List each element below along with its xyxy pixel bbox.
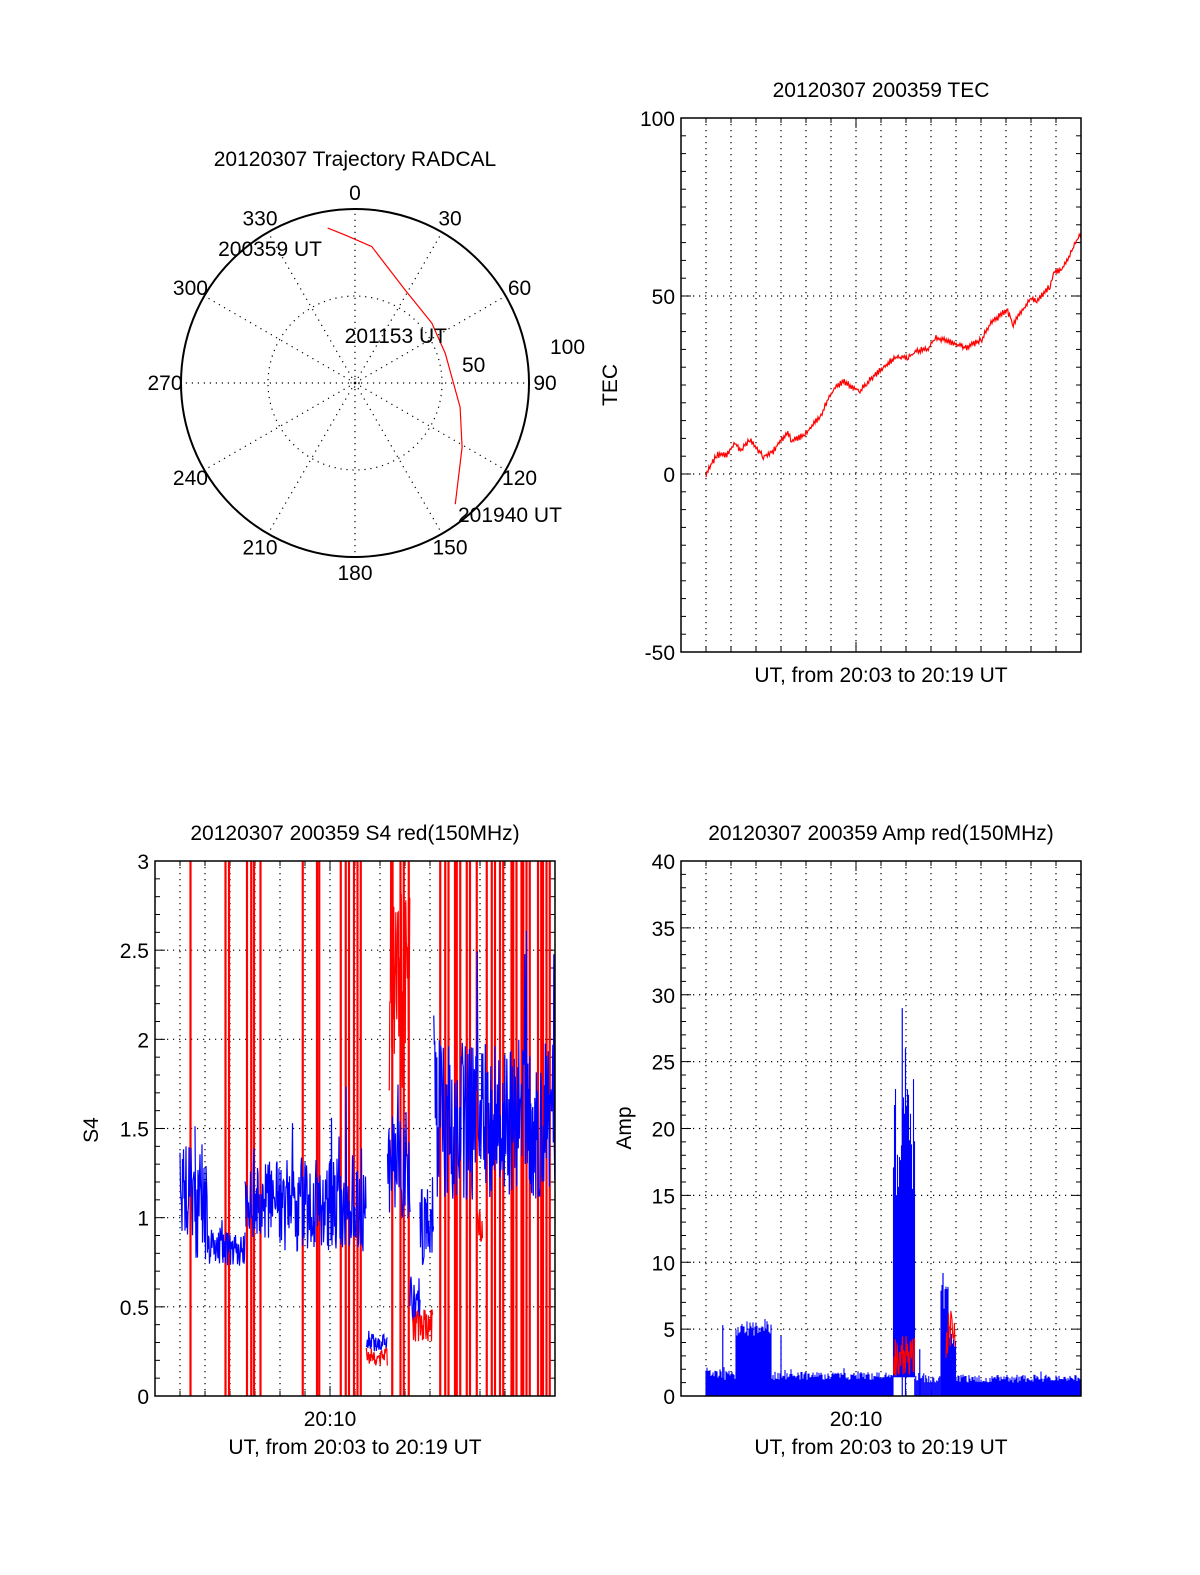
polar-angle-label: 180	[337, 562, 372, 585]
y-tick-label: 20	[652, 1119, 675, 1142]
x-tick-label: 20:10	[304, 1408, 357, 1431]
polar-ring-50	[267, 295, 443, 471]
plot-title: 20120307 200359 TEC	[773, 79, 990, 102]
x-tick-label: 20:10	[830, 1408, 883, 1431]
y-tick-label: 15	[652, 1185, 675, 1208]
polar-angle-label: 60	[508, 277, 531, 300]
y-axis-label: S4	[80, 1117, 103, 1143]
plot-frame	[154, 860, 556, 1397]
y-axis-label: TEC	[599, 364, 622, 406]
trajectory-line	[327, 227, 463, 505]
y-tick-label: 0	[137, 1386, 149, 1409]
s4-blue-series	[409, 1276, 421, 1320]
time-label-end: 201940 UT	[458, 504, 562, 527]
s4-blue-series	[179, 1146, 196, 1236]
s4-red-series	[388, 861, 411, 1091]
polar-spoke	[267, 382, 356, 534]
y-tick-label: 5	[663, 1319, 675, 1342]
plot-frame	[680, 117, 1082, 653]
y-tick-label: 0.5	[120, 1297, 149, 1320]
polar-radial-label: 100	[550, 336, 585, 359]
plot-frame	[680, 860, 1082, 1397]
polar-center-ring	[350, 378, 360, 388]
s4-blue-series	[279, 1086, 367, 1252]
amp-data	[705, 1008, 1082, 1396]
time-label-start: 200359 UT	[218, 238, 322, 261]
x-axis-label: UT, from 20:03 to 20:19 UT	[754, 1436, 1007, 1459]
polar-angle-label: 300	[173, 277, 208, 300]
polar-radial-label: 50	[462, 354, 485, 377]
y-tick-label: 50	[652, 286, 675, 309]
amp-red-series	[892, 1336, 916, 1376]
y-tick-label: 1	[137, 1208, 149, 1231]
polar-spoke	[354, 382, 506, 471]
s4-blue-series	[386, 1084, 411, 1218]
s4-blue-series	[433, 930, 555, 1200]
polar-angle-label: 120	[502, 467, 537, 490]
s4-blue-series	[365, 1330, 388, 1352]
polar-outer-circle	[180, 208, 530, 558]
plot-title: 20120307 200359 S4 red(150MHz)	[190, 822, 519, 845]
polar-angle-label: 90	[533, 372, 556, 395]
s4-plot: 0 0.5 1 1.5 2 2.5 3 20120307 200359 S4 red(150M…	[80, 822, 556, 1459]
s4-red-series	[411, 1308, 434, 1342]
polar-spoke	[354, 295, 506, 384]
plot-title: 20120307 200359 Amp red(150MHz)	[708, 822, 1054, 845]
polar-spoke	[267, 232, 356, 384]
y-tick-label: 1.5	[120, 1119, 149, 1142]
polar-spoke	[354, 382, 443, 534]
polar-angle-label: 240	[173, 467, 208, 490]
polar-angle-label: 210	[242, 537, 277, 560]
polar-spoke	[204, 382, 356, 471]
s4-blue-series	[244, 1148, 281, 1238]
x-axis-label: UT, from 20:03 to 20:19 UT	[228, 1436, 481, 1459]
polar-angle-label: 0	[349, 182, 361, 205]
s4-blue-series	[207, 1220, 246, 1266]
y-tick-label: -50	[645, 642, 675, 665]
polar-spoke	[354, 232, 443, 384]
s4-red-series	[365, 1346, 388, 1366]
y-tick-label: 0	[663, 464, 675, 487]
s4-data	[179, 861, 555, 1396]
tec-line	[705, 232, 1082, 478]
time-label-mid: 201153 UT	[345, 325, 448, 348]
y-tick-label: 2	[137, 1029, 149, 1052]
y-tick-label: 3	[137, 851, 149, 874]
y-tick-label: 25	[652, 1052, 675, 1075]
polar-trajectory-plot: 20120307 Trajectory RADCAL 0 30 60 90 120 150 1…	[147, 148, 585, 585]
amp-red-series	[945, 1310, 957, 1358]
s4-blue-series	[194, 1126, 209, 1260]
y-tick-label: 40	[652, 851, 675, 874]
polar-angle-label: 150	[432, 537, 467, 560]
polar-angle-label: 330	[242, 207, 277, 230]
polar-spoke	[204, 295, 356, 384]
y-tick-label: 30	[652, 985, 675, 1008]
y-tick-label: 0	[663, 1386, 675, 1409]
polar-angle-label: 30	[438, 207, 461, 230]
y-axis-label: Amp	[613, 1106, 636, 1149]
s4-blue-series	[419, 1177, 435, 1266]
y-tick-label: 100	[640, 108, 675, 131]
s4-red-series	[476, 1210, 484, 1242]
polar-angle-label: 270	[147, 372, 182, 395]
polar-title: 20120307 Trajectory RADCAL	[214, 148, 497, 171]
x-axis-label: UT, from 20:03 to 20:19 UT	[754, 664, 1007, 687]
amp-plot: 0 5 10 15 20 25 30 35 40 20120307 200359 Amp red(…	[613, 822, 1082, 1459]
tec-plot: -50 0 50 100 20120307 200359 TEC UT, from 20:…	[599, 79, 1082, 687]
y-tick-label: 35	[652, 918, 675, 941]
y-tick-label: 10	[652, 1252, 675, 1275]
y-tick-label: 2.5	[120, 940, 149, 963]
